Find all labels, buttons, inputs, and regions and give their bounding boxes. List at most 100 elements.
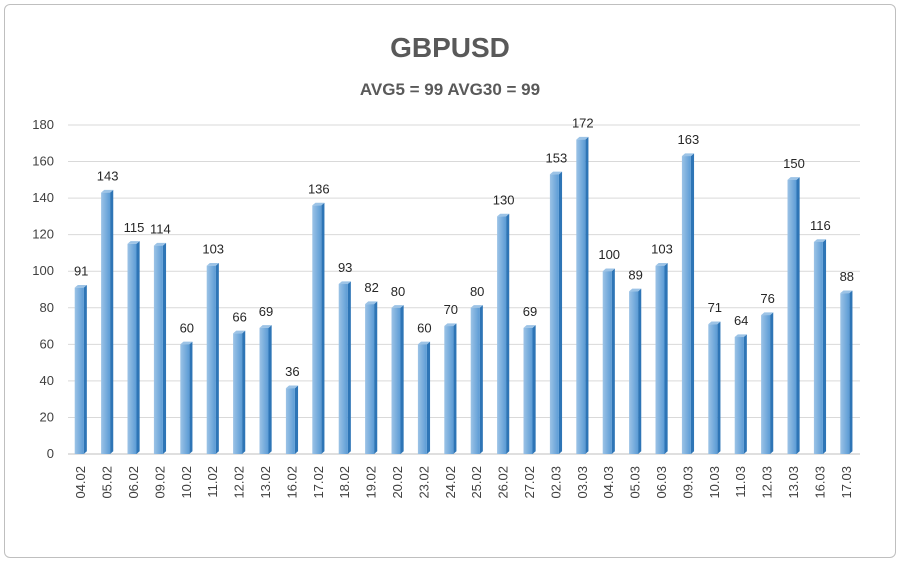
x-tick-label: 26.02 xyxy=(496,466,511,499)
data-label: 114 xyxy=(150,222,171,237)
y-tick-label: 180 xyxy=(32,117,54,132)
data-label: 66 xyxy=(232,309,246,324)
bar-25.02: 80 xyxy=(470,284,484,454)
bar-side xyxy=(717,321,721,454)
bar-front xyxy=(787,179,797,455)
bar-side xyxy=(242,330,246,454)
bar-top xyxy=(365,301,378,305)
bar-top xyxy=(127,241,140,244)
bar-side xyxy=(374,301,378,454)
bar-05.03: 89 xyxy=(628,267,643,454)
bar-top xyxy=(470,305,483,308)
bar-11.02: 103 xyxy=(202,242,224,454)
bar-front xyxy=(127,243,137,454)
bar-front xyxy=(734,337,744,454)
bar-side xyxy=(294,385,299,454)
bar-09.02: 114 xyxy=(150,222,171,454)
bar-top xyxy=(206,263,219,266)
bar-top xyxy=(74,284,87,288)
bar-13.02: 69 xyxy=(259,304,273,454)
bar-19.02: 82 xyxy=(364,280,379,454)
bar-front xyxy=(655,265,665,454)
bar-top xyxy=(338,281,351,285)
x-tick-label: 11.02 xyxy=(205,466,220,498)
bar-24.02: 70 xyxy=(444,302,458,454)
data-label: 100 xyxy=(598,247,620,262)
bar-top xyxy=(153,242,167,246)
data-label: 69 xyxy=(523,304,537,319)
bar-12.03: 76 xyxy=(760,291,775,454)
bar-top xyxy=(734,334,747,338)
x-tick-label: 09.02 xyxy=(152,466,167,499)
bar-top xyxy=(259,325,272,328)
bar-top xyxy=(285,385,299,389)
bar-side xyxy=(110,189,114,454)
data-label: 36 xyxy=(285,364,299,379)
x-tick-label: 10.02 xyxy=(179,466,194,499)
bar-front xyxy=(312,205,322,454)
bar-front xyxy=(153,245,163,454)
bar-top xyxy=(497,213,510,217)
y-tick-label: 20 xyxy=(40,409,54,424)
bar-23.02: 60 xyxy=(417,320,432,454)
bar-top xyxy=(549,171,563,175)
x-tick-label: 13.03 xyxy=(786,466,801,499)
bar-side xyxy=(743,334,747,454)
bar-front xyxy=(629,291,639,454)
bar-front xyxy=(417,344,427,454)
data-label: 103 xyxy=(651,242,673,257)
bar-top xyxy=(391,305,404,308)
bars: 91 143 115 114 60 103 66 69 36 136 93 82 80 60 70 80 130… xyxy=(74,116,854,455)
bar-front xyxy=(497,216,507,454)
bar-top xyxy=(602,268,615,272)
x-tick-label: 17.03 xyxy=(839,466,854,499)
bar-top xyxy=(233,330,246,334)
bar-top xyxy=(629,288,642,292)
x-tick-label: 16.02 xyxy=(284,466,299,499)
x-tick-label: 09.03 xyxy=(680,466,695,499)
data-label: 115 xyxy=(124,220,145,235)
bar-top xyxy=(417,341,431,345)
bar-top xyxy=(708,321,721,325)
x-tick-label: 06.02 xyxy=(126,466,141,499)
data-label: 89 xyxy=(628,267,642,282)
data-label: 82 xyxy=(364,280,378,295)
x-tick-label: 20.02 xyxy=(390,466,405,499)
bar-front xyxy=(549,174,559,454)
bar-16.02: 36 xyxy=(285,364,300,454)
bar-front xyxy=(681,156,691,455)
data-label: 172 xyxy=(572,116,594,131)
bar-side xyxy=(849,290,853,454)
x-tick-label: 04.03 xyxy=(601,466,616,499)
bar-side xyxy=(426,341,431,454)
x-tick-label: 02.03 xyxy=(548,466,563,499)
data-label: 70 xyxy=(444,302,458,317)
bar-side xyxy=(215,263,219,454)
data-label: 80 xyxy=(391,284,405,299)
data-label: 136 xyxy=(308,181,330,196)
data-label: 116 xyxy=(810,218,831,233)
x-tick-label: 11.03 xyxy=(733,466,748,498)
x-tick-label: 04.02 xyxy=(73,466,88,499)
bar-front xyxy=(444,326,454,454)
data-label: 143 xyxy=(97,169,119,184)
bar-top xyxy=(101,189,114,193)
bar-top xyxy=(655,263,668,266)
bar-17.03: 88 xyxy=(840,269,854,454)
bar-side xyxy=(585,136,589,454)
bar-side xyxy=(453,323,457,454)
bar-front xyxy=(338,284,348,454)
x-tick-label: 03.03 xyxy=(575,466,590,499)
bar-06.03: 103 xyxy=(651,242,673,454)
y-tick-label: 100 xyxy=(32,263,54,278)
x-tick-label: 12.02 xyxy=(232,466,247,499)
bar-top xyxy=(523,325,536,328)
bar-top xyxy=(840,290,853,294)
bar-side xyxy=(822,239,827,454)
bar-front xyxy=(602,271,612,454)
bar-02.03: 153 xyxy=(546,150,567,454)
bar-side xyxy=(347,281,351,454)
bar-front xyxy=(708,324,718,454)
data-label: 80 xyxy=(470,284,484,299)
bar-front xyxy=(101,192,111,454)
